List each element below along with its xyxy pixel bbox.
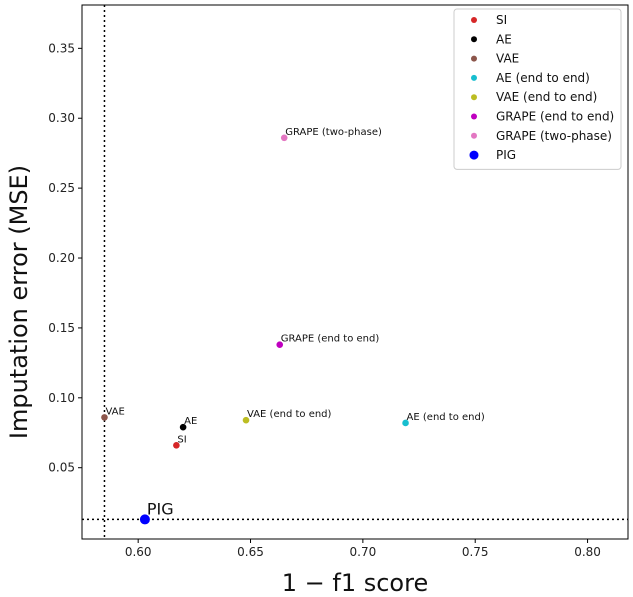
data-point-vae [101,414,108,421]
data-point-ae [179,423,187,431]
y-tick-label: 0.10 [48,391,75,405]
y-tick-label: 0.05 [48,461,75,475]
legend-entry: AE [496,32,512,46]
legend-marker [471,17,477,23]
legend-entry: GRAPE (two-phase) [496,129,612,143]
x-tick-label: 0.60 [125,545,152,559]
data-label: SI [177,434,186,445]
legend-entry: VAE (end to end) [496,90,597,104]
x-tick-label: 0.80 [574,545,601,559]
legend-marker [471,74,477,81]
data-point-pig [139,514,150,525]
data-point-grape-two-phase [280,134,288,142]
y-tick-label: 0.35 [48,41,75,55]
plot-frame [81,4,629,540]
x-tick-label: 0.65 [237,545,264,559]
data-label: GRAPE (two-phase) [285,127,382,138]
y-tick-label: 0.15 [48,321,75,335]
legend-marker [471,132,477,139]
x-axis-title: 1 − f1 score [282,569,428,597]
legend-entry: SI [496,13,507,27]
data-label: PIG [147,499,174,518]
y-tick-label: 0.30 [48,111,75,125]
legend-entry: PIG [496,148,516,162]
axes: 0.60 0.65 0.70 0.75 0.80 0.05 0.10 0.15 0.20 0.25… [48,4,629,559]
y-tick-label: 0.25 [48,181,75,195]
legend-marker [471,55,477,62]
data-label: VAE (end to end) [247,409,332,420]
y-tick-label: 0.20 [48,251,75,265]
data-label: AE (end to end) [407,412,485,423]
legend-entry: VAE [496,52,519,66]
legend: SI AE VAE AE (end to end) VAE (end to end) GR… [453,8,622,170]
data-point-ae-end-to-end [402,419,409,427]
legend-entry: GRAPE (end to end) [496,110,614,124]
data-label: AE [184,416,197,427]
data-label: GRAPE (end to end) [281,334,380,345]
x-tick-label: 0.75 [462,545,489,559]
legend-marker [471,113,477,120]
data-point-grape-end-to-end [276,341,284,348]
data-points: SI AE VAE AE (end to end) VAE (end to end) GR… [101,127,485,525]
data-point-vae-end-to-end [242,416,250,424]
legend-marker [469,150,479,160]
legend-marker [471,36,477,43]
legend-box [453,8,622,170]
data-point-si [173,442,180,449]
x-tick-label: 0.70 [350,545,377,559]
legend-marker [471,94,477,101]
data-label: VAE [105,406,124,417]
legend-entry: AE (end to end) [496,71,590,85]
y-axis-title: Imputation error (MSE) [5,165,33,439]
